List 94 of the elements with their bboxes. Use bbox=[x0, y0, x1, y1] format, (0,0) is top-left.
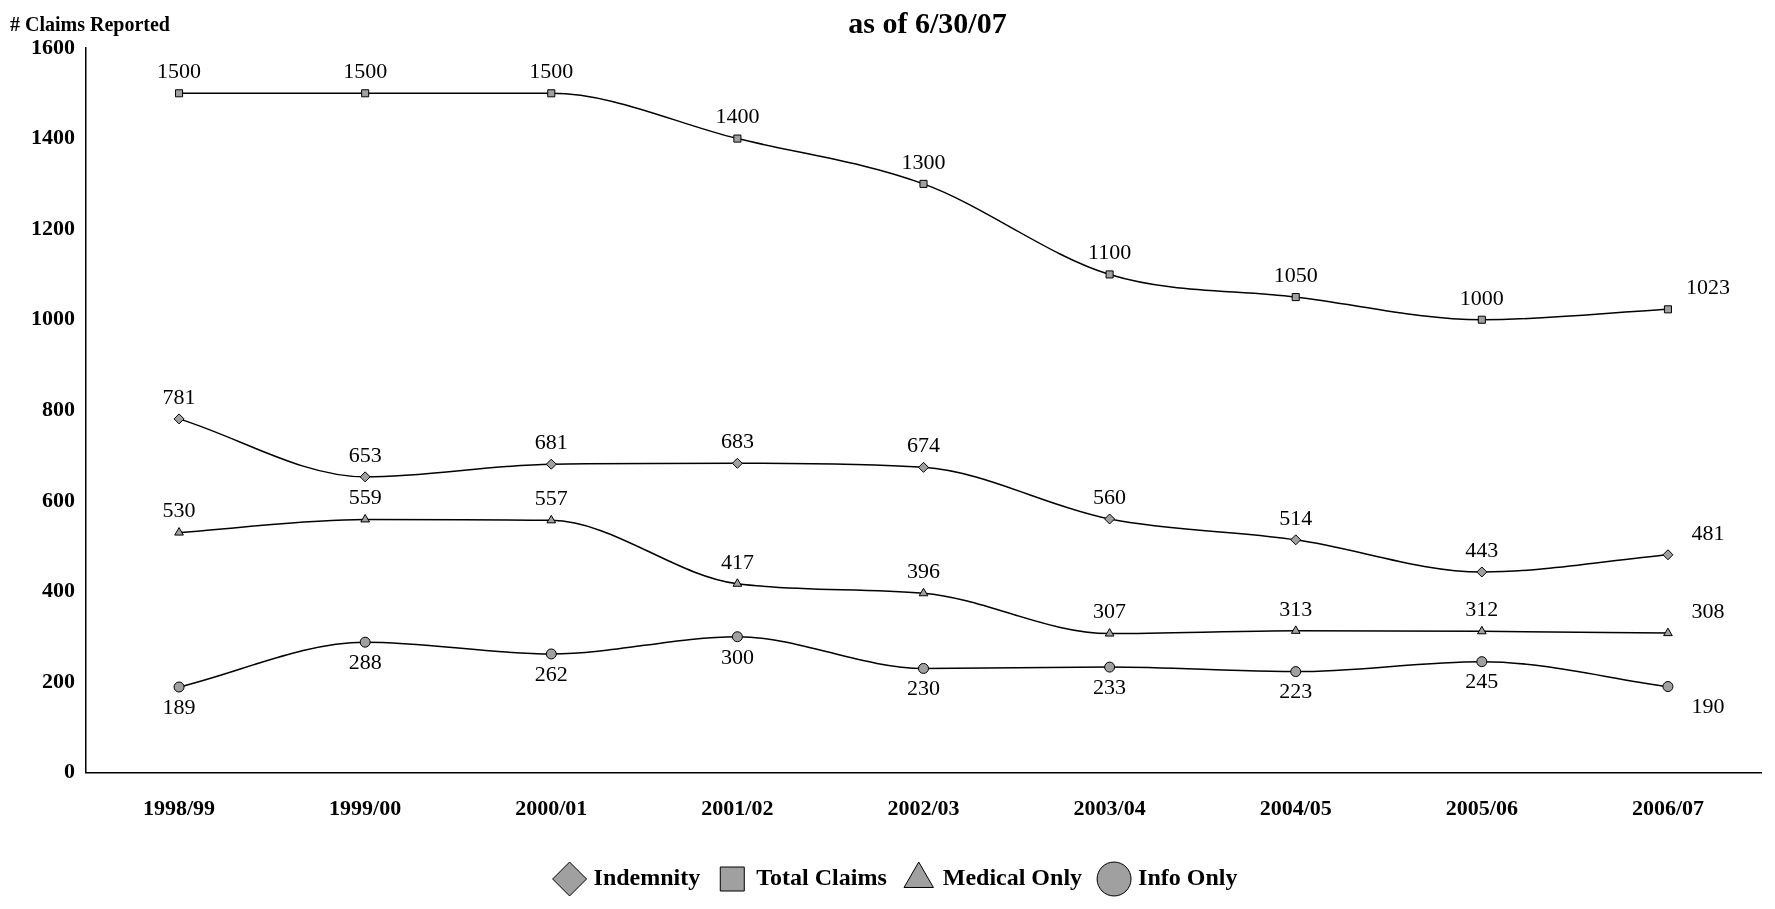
point bbox=[1663, 305, 1672, 314]
point bbox=[1662, 681, 1674, 693]
data-label: 288 bbox=[348, 648, 382, 674]
point bbox=[1105, 270, 1114, 279]
data-label: 1500 bbox=[529, 58, 574, 84]
chart-title: as of 6/30/07 bbox=[848, 5, 1007, 39]
point bbox=[918, 662, 929, 674]
legend-label: Info Only bbox=[1138, 864, 1238, 891]
y-tick-label: 400 bbox=[42, 577, 75, 603]
data-label: 1400 bbox=[715, 103, 760, 129]
data-label: 1500 bbox=[157, 58, 202, 84]
point bbox=[359, 471, 371, 483]
legend-label: Indemnity bbox=[593, 864, 701, 891]
x-tick-label: 1999/00 bbox=[329, 795, 402, 821]
data-label: 245 bbox=[1465, 668, 1499, 694]
point bbox=[173, 681, 185, 693]
point bbox=[361, 89, 370, 98]
data-label: 1100 bbox=[1088, 239, 1132, 265]
data-label: 223 bbox=[1279, 678, 1313, 704]
point bbox=[1476, 566, 1488, 578]
data-label: 481 bbox=[1691, 519, 1725, 545]
point bbox=[545, 648, 557, 660]
point bbox=[1663, 627, 1673, 637]
point bbox=[1477, 625, 1487, 635]
y-tick-label: 1000 bbox=[31, 305, 75, 331]
data-label: 1023 bbox=[1685, 274, 1730, 300]
data-label: 557 bbox=[534, 485, 568, 511]
point bbox=[360, 513, 370, 523]
data-label: 683 bbox=[720, 428, 754, 454]
point bbox=[732, 578, 743, 587]
data-label: 417 bbox=[720, 548, 754, 574]
x-tick-label: 1998/99 bbox=[142, 795, 216, 821]
point bbox=[1104, 661, 1116, 673]
x-tick-label: 2006/07 bbox=[1631, 795, 1705, 821]
data-label: 674 bbox=[907, 432, 940, 458]
x-tick-label: 2003/04 bbox=[1073, 795, 1146, 821]
data-label: 443 bbox=[1465, 536, 1499, 562]
point bbox=[733, 134, 742, 143]
point bbox=[175, 89, 184, 98]
point bbox=[359, 636, 371, 648]
point bbox=[1662, 549, 1674, 561]
data-label: 530 bbox=[162, 497, 196, 523]
x-tick-label: 2001/02 bbox=[701, 795, 774, 821]
y-tick-label: 0 bbox=[64, 758, 75, 784]
data-label: 300 bbox=[720, 643, 754, 669]
y-tick-label: 800 bbox=[42, 395, 75, 421]
x-tick-label: 2002/03 bbox=[887, 795, 960, 821]
data-label: 396 bbox=[907, 558, 940, 584]
data-label: 189 bbox=[162, 693, 196, 719]
point bbox=[1477, 315, 1486, 324]
data-label: 514 bbox=[1279, 504, 1313, 530]
data-label: 262 bbox=[534, 660, 568, 686]
point bbox=[545, 458, 557, 470]
data-label: 681 bbox=[534, 428, 568, 454]
data-label: 1300 bbox=[901, 148, 946, 174]
point bbox=[1290, 666, 1302, 678]
data-label: 307 bbox=[1093, 598, 1127, 624]
point bbox=[174, 527, 184, 536]
point bbox=[173, 413, 185, 425]
data-label: 230 bbox=[907, 675, 940, 701]
y-tick-label: 1200 bbox=[31, 214, 75, 240]
point bbox=[918, 587, 929, 597]
point bbox=[918, 461, 929, 473]
y-tick-label: 200 bbox=[42, 667, 75, 693]
data-label: 1000 bbox=[1459, 284, 1504, 310]
point bbox=[731, 457, 743, 469]
point bbox=[1104, 513, 1116, 525]
point bbox=[1104, 628, 1115, 637]
point bbox=[731, 631, 743, 643]
data-label: 312 bbox=[1465, 596, 1499, 622]
y-tick-label: 600 bbox=[42, 486, 75, 512]
y-tick-label: 1400 bbox=[31, 124, 75, 150]
data-label: 559 bbox=[348, 484, 382, 510]
data-label: 1500 bbox=[343, 58, 388, 84]
data-label: 781 bbox=[162, 383, 196, 409]
point bbox=[1291, 293, 1300, 302]
data-label: 653 bbox=[348, 441, 382, 467]
point bbox=[1476, 656, 1488, 668]
x-tick-label: 2000/01 bbox=[515, 795, 588, 821]
legend-label: Total Claims bbox=[756, 864, 887, 891]
data-label: 313 bbox=[1279, 595, 1313, 621]
data-label: 308 bbox=[1691, 597, 1725, 623]
point bbox=[1290, 534, 1302, 546]
legend-label: Medical Only bbox=[942, 864, 1083, 891]
point bbox=[919, 179, 928, 188]
data-label: 1050 bbox=[1273, 261, 1318, 287]
point bbox=[547, 89, 556, 98]
data-label: 560 bbox=[1093, 483, 1127, 509]
data-label: 233 bbox=[1093, 673, 1127, 699]
x-tick-label: 2005/06 bbox=[1445, 795, 1518, 821]
point bbox=[546, 514, 557, 524]
data-label: 190 bbox=[1691, 693, 1725, 719]
point bbox=[1290, 625, 1301, 634]
x-tick-label: 2004/05 bbox=[1259, 795, 1332, 821]
